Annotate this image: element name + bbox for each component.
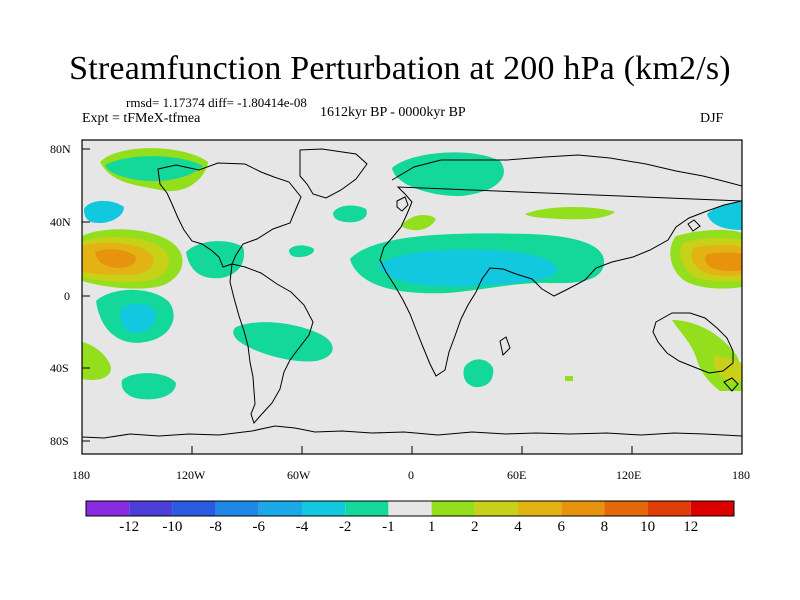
tick-marks <box>81 148 743 454</box>
coast-newzealand <box>723 377 739 392</box>
x-tick-120e: 120E <box>616 468 642 482</box>
anomaly-southwest-pacific-green <box>82 342 111 380</box>
coast-north-america <box>157 162 302 268</box>
anomaly-dateline-east-core <box>705 252 742 272</box>
anomaly-europe-green <box>401 214 436 231</box>
colorbar-bin-2 <box>129 501 173 516</box>
colorbar-label-minus2: -2 <box>338 519 352 535</box>
anomaly-south-pacific-teal <box>120 303 157 333</box>
colorbar-bin-11 <box>518 501 562 516</box>
coast-australia <box>652 312 734 374</box>
period-label: 1612kyr BP - 0000kyr BP <box>320 105 466 120</box>
y-tick-40s: 40S <box>50 361 69 375</box>
anomaly-australia-core <box>713 355 742 383</box>
coast-uk <box>396 196 409 212</box>
coast-eurasia-africa <box>379 154 742 377</box>
coast-greenland <box>299 148 368 199</box>
colorbar-label-minus4: -4 <box>295 519 309 535</box>
anomaly-afro-asian-core <box>378 249 557 287</box>
colorbar-label-8: 8 <box>600 519 609 535</box>
x-tick-120w: 120W <box>176 468 206 482</box>
colorbar-label-minus8: -8 <box>209 519 222 535</box>
colorbar-bin-10 <box>474 501 518 516</box>
colorbar-label-1: 1 <box>427 519 436 535</box>
colorbar-bin-5 <box>258 501 302 516</box>
anomaly-east-pacific-teal <box>84 200 124 224</box>
anomaly-central-atlantic-small <box>289 245 315 258</box>
colorbar-label-minus1: -1 <box>382 519 395 535</box>
x-tick-60w: 60W <box>287 468 311 482</box>
x-tick-0: 0 <box>408 468 414 482</box>
anomaly-west-pacific-green <box>186 241 245 279</box>
colorbar-bin-4 <box>215 501 259 516</box>
anomaly-east-pacific-north-teal <box>707 202 742 230</box>
anomaly-arctic-atlantic <box>392 152 504 197</box>
colorbar-label-12: 12 <box>683 519 699 535</box>
x-tick-180-right: 180 <box>732 468 750 482</box>
colorbar-label-6: 6 <box>557 519 565 535</box>
colorbar-bin-6 <box>302 501 346 516</box>
stats-line: rmsd= 1.17374 diff= -1.80414e-08 <box>126 95 307 110</box>
colorbar-bin-8 <box>388 501 432 516</box>
x-tick-60e: 60E <box>507 468 527 482</box>
colorbar-frame <box>85 500 735 517</box>
colorbar-label-10: 10 <box>640 519 656 535</box>
anomaly-north-atlantic-small <box>333 205 367 223</box>
coastlines <box>82 148 742 439</box>
y-tick-40n: 40N <box>50 215 71 229</box>
colorbar-label-4: 4 <box>514 519 522 535</box>
anomaly-southeast-pacific-green <box>121 373 176 400</box>
colorbar-bin-15 <box>690 501 734 516</box>
experiment-label: Expt = tFMeX-tfmea <box>82 111 201 126</box>
colorbar-bin-12 <box>561 501 605 516</box>
y-tick-80s: 80S <box>50 434 69 448</box>
x-tick-180-left: 180 <box>72 468 90 482</box>
y-tick-0: 0 <box>64 289 70 303</box>
colorbar-label-minus6: -6 <box>252 519 266 535</box>
colorbar-bin-1 <box>86 501 130 516</box>
colorbar-bin-14 <box>647 501 691 516</box>
anomaly-south-indian-green <box>565 376 573 381</box>
chart-title: Streamfunction Perturbation at 200 hPa (… <box>69 50 731 87</box>
anomaly-south-america-green <box>233 322 333 362</box>
colorbar-label-2: 2 <box>471 519 479 535</box>
anomaly-field <box>82 148 742 400</box>
colorbar-bin-9 <box>431 501 475 516</box>
colorbar-bin-7 <box>345 501 389 516</box>
colorbar-label-minus12: -12 <box>119 519 140 535</box>
colorbar-bin-3 <box>172 501 216 516</box>
coast-south-america <box>229 263 314 424</box>
coast-madagascar <box>499 336 511 357</box>
anomaly-asia-green <box>525 206 615 220</box>
anomaly-pacific-high-core <box>95 249 136 268</box>
map-background <box>82 140 742 454</box>
season-label: DJF <box>700 111 724 126</box>
coast-japan <box>687 219 701 232</box>
colorbar-label-minus10: -10 <box>162 519 183 535</box>
coast-antarctica <box>82 425 742 439</box>
colorbar-bin-13 <box>604 501 648 516</box>
colorbar <box>85 500 735 517</box>
y-tick-80n: 80N <box>50 142 71 156</box>
anomaly-south-atlantic-green <box>463 359 494 388</box>
anomaly-north-pacific-core <box>105 156 203 182</box>
